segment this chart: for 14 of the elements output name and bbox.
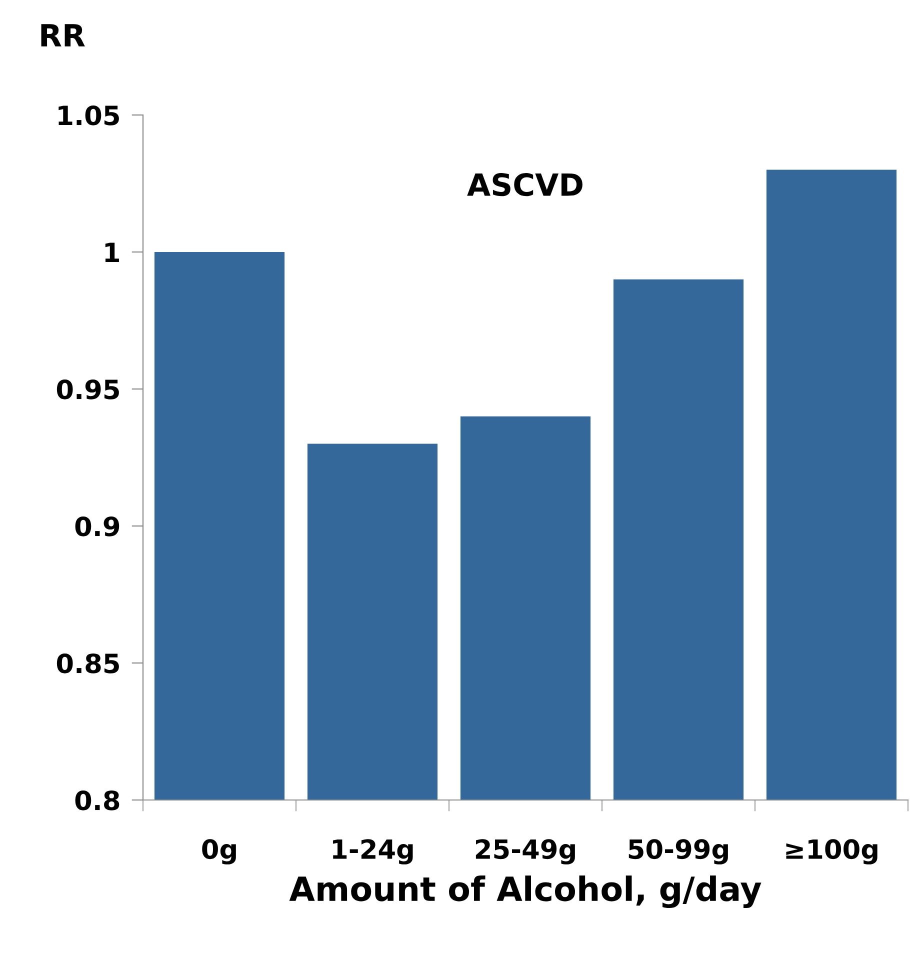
y-tick-label: 0.8 (75, 790, 120, 810)
y-axis-title: RR (41, 24, 85, 46)
y-tick-label: 0.9 (75, 516, 120, 536)
x-tick-label: 0g (202, 839, 236, 864)
text: ASCVD (467, 173, 582, 196)
x-axis-title: Amount of Alcohol, g/day (289, 876, 762, 908)
x-tick-label: 50-99g (628, 839, 728, 864)
x-tick-label: 25-49g (476, 839, 575, 864)
y-tick-label: 1 (105, 242, 119, 262)
x-tick-label: ≥100g (786, 839, 878, 864)
y-tick-label: 1.05 (58, 105, 119, 126)
x-tick-label: 1-24g (333, 839, 413, 864)
y-tick-label: 0.95 (56, 379, 119, 400)
y-tick-label: 0.85 (56, 653, 119, 674)
